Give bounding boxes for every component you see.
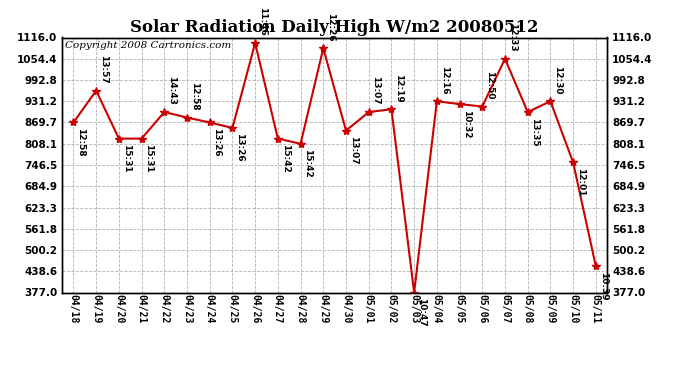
Text: 12:33: 12:33 (508, 23, 517, 52)
Text: 15:31: 15:31 (121, 144, 130, 173)
Text: 15:42: 15:42 (304, 149, 313, 178)
Text: 12:58: 12:58 (76, 128, 86, 157)
Text: 13:26: 13:26 (235, 134, 244, 162)
Text: 13:57: 13:57 (99, 55, 108, 84)
Text: 12:26: 12:26 (326, 13, 335, 41)
Text: 10:39: 10:39 (599, 272, 608, 300)
Text: 13:26: 13:26 (213, 128, 221, 157)
Text: 12:30: 12:30 (553, 66, 562, 94)
Text: 13:07: 13:07 (371, 76, 380, 105)
Text: 15:31: 15:31 (144, 144, 153, 173)
Text: 10:32: 10:32 (462, 110, 471, 138)
Text: 12:50: 12:50 (485, 71, 494, 100)
Text: 12:19: 12:19 (394, 74, 403, 102)
Text: 12:16: 12:16 (440, 66, 449, 94)
Text: 10:47: 10:47 (417, 298, 426, 327)
Text: 14:43: 14:43 (167, 76, 176, 105)
Text: 11:46: 11:46 (258, 8, 267, 36)
Text: 12:01: 12:01 (576, 168, 585, 196)
Text: 13:35: 13:35 (531, 118, 540, 146)
Text: 13:07: 13:07 (348, 136, 358, 165)
Title: Solar Radiation Daily High W/m2 20080512: Solar Radiation Daily High W/m2 20080512 (130, 19, 539, 36)
Text: 15:42: 15:42 (281, 144, 290, 173)
Text: Copyright 2008 Cartronics.com: Copyright 2008 Cartronics.com (65, 41, 231, 50)
Text: 12:58: 12:58 (190, 82, 199, 111)
